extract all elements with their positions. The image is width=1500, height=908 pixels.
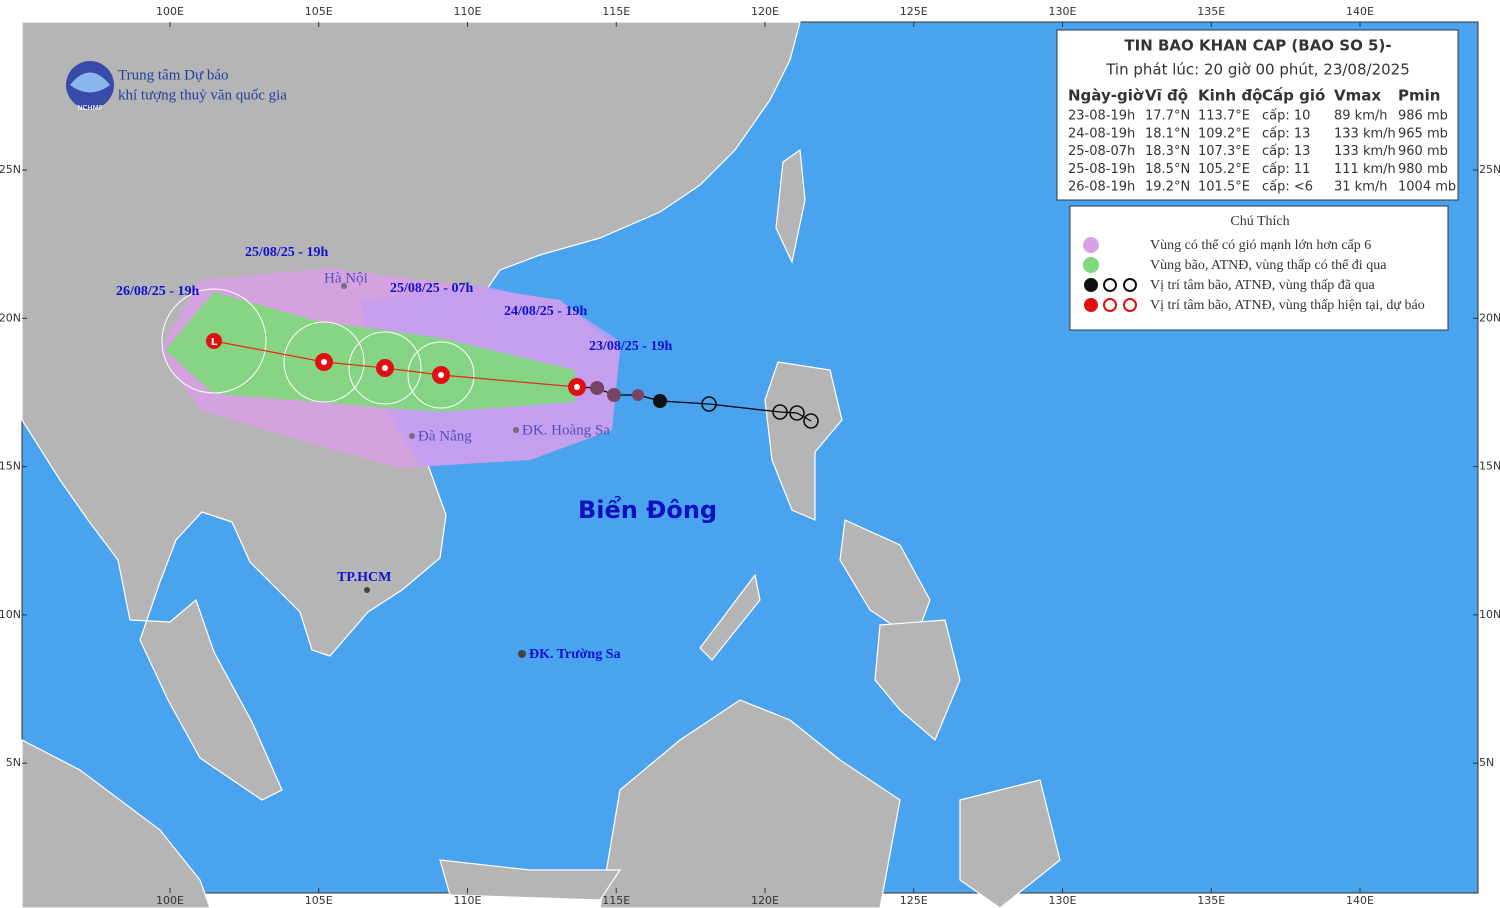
legend-title: Chú Thích — [1230, 214, 1289, 229]
lon-label: 110E — [454, 5, 482, 18]
table-cell: 23-08-19h — [1068, 109, 1135, 124]
column-header: Kinh độ — [1198, 87, 1262, 105]
place-label: ĐK. Trường Sa — [529, 647, 621, 662]
lon-label: 100E — [156, 5, 184, 18]
place-dots — [341, 283, 526, 658]
lon-label: 125E — [900, 894, 928, 907]
table-cell: 24-08-19h — [1068, 126, 1135, 141]
legend-item: Vị trí tâm bão, ATNĐ, vùng thấp đã qua — [1150, 278, 1376, 293]
table-cell: 18.5°N — [1145, 162, 1190, 177]
logo-text: Trung tâm Dự báo — [118, 67, 229, 83]
track-time: 26/08/25 - 19h — [116, 284, 199, 299]
table-cell: cấp: <6 — [1262, 180, 1313, 195]
lon-label: 130E — [1049, 5, 1077, 18]
column-header: Cấp gió — [1262, 87, 1325, 105]
table-cell: 18.3°N — [1145, 144, 1190, 159]
lat-label: 15N — [1479, 460, 1500, 473]
track: L — [206, 333, 819, 429]
table-cell: cấp: 13 — [1262, 126, 1310, 141]
table-cell: 111 km/h — [1334, 162, 1396, 177]
lon-label: 105E — [305, 894, 333, 907]
track-time: 25/08/25 - 07h — [390, 281, 473, 296]
place-label: Hà Nội — [324, 270, 368, 286]
lat-label: 25N — [1479, 163, 1500, 176]
table-cell: cấp: 13 — [1262, 144, 1310, 159]
column-header: Vĩ độ — [1145, 87, 1188, 105]
lon-label: 130E — [1049, 894, 1077, 907]
lon-label: 140E — [1346, 894, 1374, 907]
track-time: 23/08/25 - 19h — [589, 339, 672, 354]
table-cell: 107.3°E — [1198, 144, 1250, 159]
lat-label: 20N — [1479, 311, 1500, 324]
legend-item: Vùng có thể có gió mạnh lớn hơn cấp 6 — [1150, 238, 1371, 253]
place-label: TP.HCM — [337, 570, 391, 585]
table-cell: cấp: 11 — [1262, 162, 1310, 177]
track-time: 24/08/25 - 19h — [504, 304, 587, 319]
table-cell: 1004 mb — [1398, 180, 1456, 195]
table-cell: 25-08-07h — [1068, 144, 1135, 159]
table-cell: 26-08-19h — [1068, 180, 1135, 195]
lon-label: 120E — [751, 5, 779, 18]
track-time: 25/08/25 - 19h — [245, 245, 328, 260]
lat-label: 20N — [0, 311, 21, 324]
sea-label: Biển Đông — [578, 494, 717, 524]
table-cell: 133 km/h — [1334, 144, 1396, 159]
legend: Chú Thích Vùng có thể có gió mạnh lớn hơ… — [1069, 205, 1449, 331]
table-cell: 986 mb — [1398, 109, 1448, 124]
table-cell: 109.2°E — [1198, 126, 1250, 141]
lat-label: 10N — [1479, 608, 1500, 621]
table-cell: 105.2°E — [1198, 162, 1250, 177]
bulletin-box — [1056, 29, 1459, 201]
bulletin-title: TIN BAO KHAN CAP (BAO SO 5)- — [1124, 37, 1391, 55]
legend-item: Vị trí tâm bão, ATNĐ, vùng thấp hiện tại… — [1150, 298, 1425, 313]
logo-abbr: NCHMF — [77, 104, 102, 112]
lat-label: 10N — [0, 608, 21, 621]
lon-label: 110E — [454, 894, 482, 907]
table-cell: 965 mb — [1398, 126, 1448, 141]
lat-label: 15N — [0, 460, 21, 473]
table-cell: 18.1°N — [1145, 126, 1190, 141]
table-cell: 25-08-19h — [1068, 162, 1135, 177]
table-cell: cấp: 10 — [1262, 109, 1310, 124]
column-header: Pmin — [1398, 87, 1440, 105]
table-cell: 17.7°N — [1145, 109, 1190, 124]
lon-label: 140E — [1346, 5, 1374, 18]
lat-label: 25N — [0, 163, 21, 176]
bulletin: TIN BAO KHAN CAP (BAO SO 5)- Tin phát lú… — [1056, 29, 1459, 201]
table-cell: 19.2°N — [1145, 180, 1190, 195]
legend-item: Vùng bão, ATNĐ, vùng thấp có thể đi qua — [1150, 258, 1387, 273]
table-cell: 960 mb — [1398, 144, 1448, 159]
lon-label: 135E — [1197, 5, 1225, 18]
lon-label: 100E — [156, 894, 184, 907]
lat-label: 5N — [6, 756, 21, 769]
column-header: Vmax — [1334, 87, 1381, 105]
table-cell: 113.7°E — [1198, 109, 1250, 124]
svg-text:L: L — [211, 337, 218, 348]
lat-label: 5N — [1479, 756, 1494, 769]
table-cell: 980 mb — [1398, 162, 1448, 177]
lon-label: 135E — [1197, 894, 1225, 907]
logo-text: khí tượng thuỷ văn quốc gia — [118, 87, 287, 103]
logo: NCHMF Trung tâm Dự báo khí tượng thuỷ vă… — [66, 61, 287, 112]
bulletin-issued: Tin phát lúc: 20 giờ 00 phút, 23/08/2025 — [1105, 61, 1410, 79]
lon-label: 125E — [900, 5, 928, 18]
table-cell: 31 km/h — [1334, 180, 1388, 195]
lon-label: 115E — [602, 5, 630, 18]
lon-label: 105E — [305, 5, 333, 18]
lon-label: 115E — [602, 894, 630, 907]
land — [21, 21, 1061, 908]
place-label: ĐK. Hoàng Sa — [522, 422, 610, 438]
lon-label: 120E — [751, 894, 779, 907]
place-label: Đà Nẵng — [418, 428, 472, 444]
table-cell: 101.5°E — [1198, 180, 1250, 195]
table-cell: 133 km/h — [1334, 126, 1396, 141]
table-cell: 89 km/h — [1334, 109, 1388, 124]
column-header: Ngày-giờ — [1068, 87, 1144, 105]
